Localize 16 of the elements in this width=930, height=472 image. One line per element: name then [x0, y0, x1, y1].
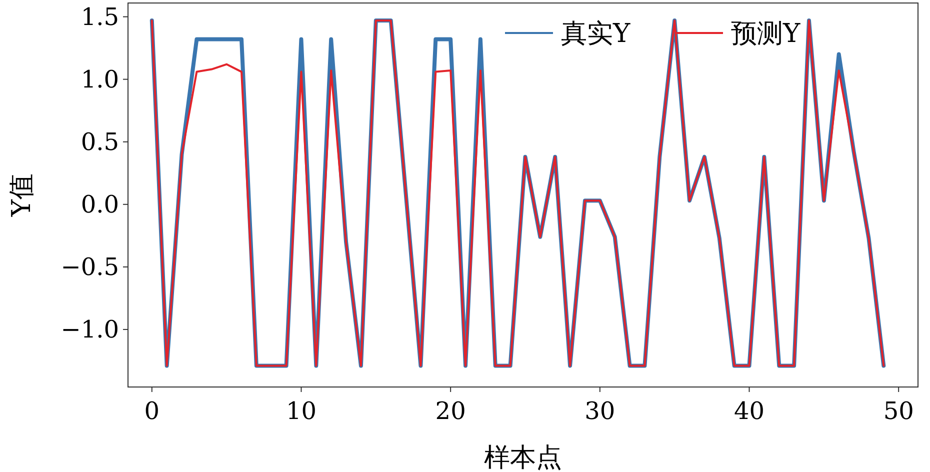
legend-label: 预测Y	[731, 19, 801, 49]
x-tick-label: 0	[144, 397, 160, 425]
y-tick-label: −0.5	[60, 252, 119, 281]
x-axis-title: 样本点	[484, 443, 562, 472]
y-axis-title: Y值	[7, 173, 37, 218]
y-tick-label: 0.5	[80, 128, 119, 156]
x-tick-label: 20	[435, 397, 466, 425]
legend-label: 真实Y	[561, 19, 631, 49]
y-tick-label: −1.0	[60, 315, 119, 344]
y-tick-label: 1.0	[80, 65, 119, 94]
x-tick-label: 10	[286, 397, 317, 425]
y-tick-label: 0.0	[80, 190, 119, 218]
x-tick-label: 50	[883, 397, 914, 425]
x-tick-label: 30	[584, 397, 616, 425]
y-tick-label: 1.5	[80, 2, 119, 31]
x-tick-label: 40	[734, 397, 765, 425]
